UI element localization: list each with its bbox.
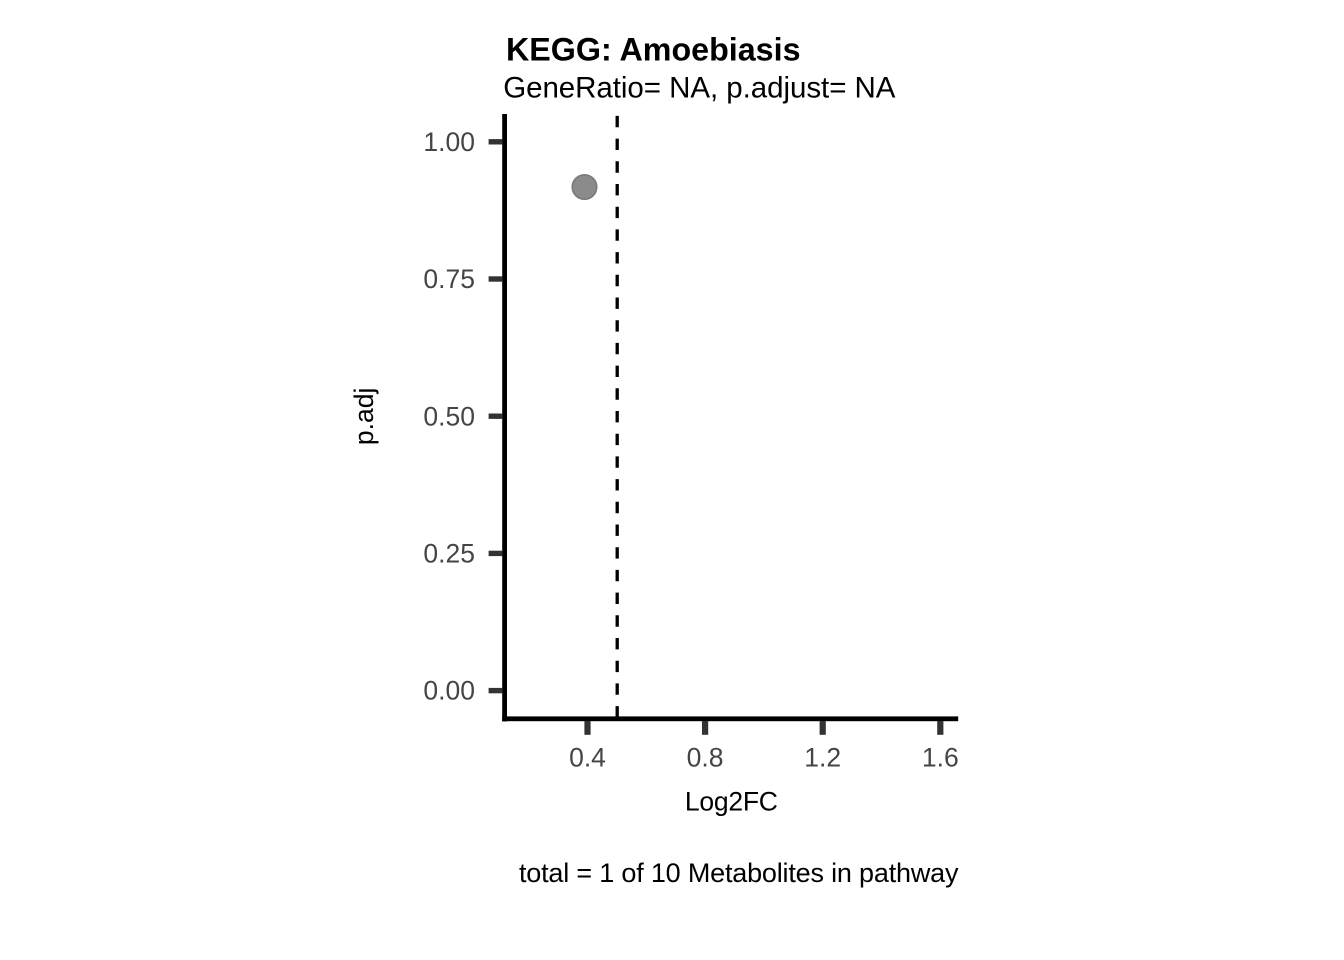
svg-text:KEGG: Amoebiasis: KEGG: Amoebiasis	[506, 32, 801, 68]
svg-text:1.2: 1.2	[804, 743, 841, 773]
svg-text:1.6: 1.6	[922, 743, 959, 773]
svg-text:Log2FC: Log2FC	[685, 787, 778, 817]
svg-text:1.00: 1.00	[423, 127, 475, 157]
svg-text:0.00: 0.00	[423, 676, 475, 706]
svg-text:GeneRatio= NA, p.adjust= NA: GeneRatio= NA, p.adjust= NA	[503, 71, 896, 104]
svg-text:total = 1 of 10 Metabolites in: total = 1 of 10 Metabolites in pathway	[519, 858, 959, 888]
svg-text:0.50: 0.50	[423, 401, 475, 431]
svg-text:0.4: 0.4	[569, 743, 606, 773]
svg-text:0.75: 0.75	[423, 264, 475, 294]
svg-text:0.25: 0.25	[423, 539, 475, 569]
svg-text:0.8: 0.8	[687, 743, 724, 773]
svg-text:p.adj: p.adj	[349, 388, 379, 445]
